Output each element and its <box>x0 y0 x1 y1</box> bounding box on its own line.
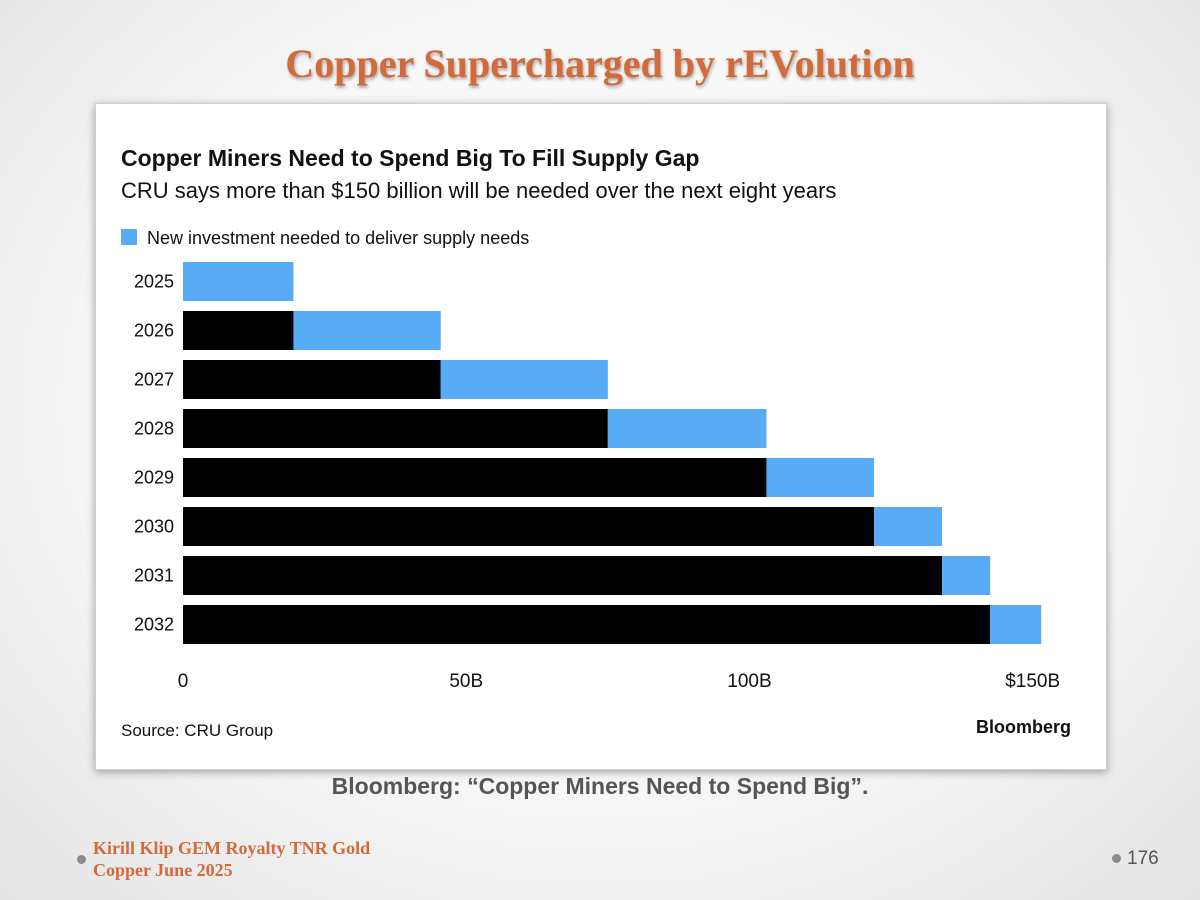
x-tick-label: 100B <box>727 671 771 692</box>
category-label-2027: 2027 <box>134 370 174 390</box>
slide-title: Copper Supercharged by rEVolution <box>285 41 915 86</box>
footer-author: Kirill Klip GEM Royalty TNR Gold Copper … <box>93 837 370 881</box>
bar-2031-series-0 <box>183 556 943 595</box>
bar-2025-series-1 <box>183 262 294 301</box>
legend-label: New investment needed to deliver supply … <box>147 228 529 248</box>
bar-chart: Copper Miners Need to Spend Big To Fill … <box>121 145 1071 740</box>
chart-subtitle: CRU says more than $150 billion will be … <box>121 178 836 203</box>
footer-bullet-icon <box>77 855 86 864</box>
category-label-2030: 2030 <box>134 517 174 537</box>
page-bullet-icon <box>1112 854 1121 863</box>
chart-title: Copper Miners Need to Spend Big To Fill … <box>121 145 699 171</box>
legend-swatch <box>121 229 137 245</box>
category-label-2029: 2029 <box>134 468 174 488</box>
category-label-2025: 2025 <box>134 272 174 292</box>
category-label-2032: 2032 <box>134 615 174 635</box>
x-tick-label: 0 <box>178 671 189 692</box>
footer-author-line1: Kirill Klip GEM Royalty TNR Gold <box>93 838 371 858</box>
bar-2028-series-1 <box>607 409 767 448</box>
bar-2032-series-1 <box>990 605 1042 644</box>
bar-2030-series-0 <box>183 507 875 546</box>
source-note: Source: CRU Group <box>121 721 273 740</box>
bar-2027-series-0 <box>183 360 441 399</box>
page-number: 176 <box>1127 848 1159 869</box>
slide-caption: Bloomberg: “Copper Miners Need to Spend … <box>331 773 869 799</box>
bar-2027-series-1 <box>440 360 608 399</box>
bar-2029-series-1 <box>766 458 875 497</box>
x-tick-label: 50B <box>449 671 483 692</box>
x-axis-ticks: 0 50B 100B $150B <box>178 671 1060 692</box>
bar-2026-series-1 <box>293 311 441 350</box>
category-label-2031: 2031 <box>134 566 174 586</box>
footer-author-line2: Copper June 2025 <box>93 860 233 880</box>
bar-2031-series-1 <box>942 556 991 595</box>
x-tick-label: $150B <box>1005 671 1060 692</box>
bar-2032-series-0 <box>183 605 991 644</box>
bars-layer: 2025 2026 2027 2028 2029 2030 2031 2032 <box>134 262 1042 644</box>
category-label-2028: 2028 <box>134 419 174 439</box>
bloomberg-logo: Bloomberg <box>976 717 1071 737</box>
category-label-2026: 2026 <box>134 321 174 341</box>
chart-card: Copper Miners Need to Spend Big To Fill … <box>95 103 1107 770</box>
bar-2029-series-0 <box>183 458 767 497</box>
bar-2028-series-0 <box>183 409 608 448</box>
bar-2030-series-1 <box>874 507 943 546</box>
bar-2026-series-0 <box>183 311 294 350</box>
